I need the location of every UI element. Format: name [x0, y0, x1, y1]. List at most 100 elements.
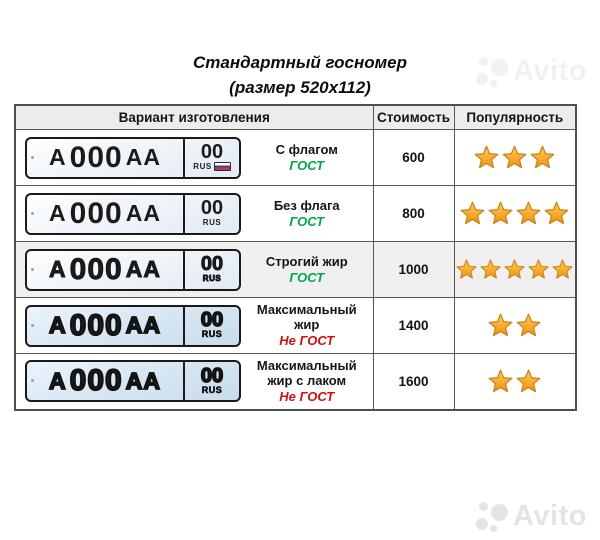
plate-region-section: 00 RUS: [183, 138, 239, 177]
star-icon: [488, 369, 513, 392]
popularity-cell: [453, 185, 577, 242]
variant-cell: А 000 АА 00 RUS С флагом ГОСТ: [14, 129, 374, 186]
russian-flag-icon: [213, 162, 231, 171]
variant-name: Строгий жир: [265, 253, 348, 269]
plate-letters: АА: [125, 312, 161, 338]
plate-region-code: 00: [200, 309, 224, 331]
plate-digits: 000: [69, 140, 123, 174]
plate-region-bottom: RUS: [203, 217, 221, 228]
plate-region-code: 00: [200, 364, 224, 387]
star-icon: [516, 369, 541, 392]
star-icon: [516, 201, 541, 225]
table-row: А 000 АА 00 RUS Без флага ГОСТ 800: [14, 185, 577, 242]
pricing-table: Вариант изготовления Стоимость Популярност…: [14, 104, 577, 411]
plate-digits: 000: [69, 252, 123, 286]
plate-main-section: А 000 АА: [27, 362, 183, 400]
variant-name: Максимальный жир с лаком: [256, 357, 357, 388]
star-rating: [455, 258, 575, 281]
plate-region-bottom: RUS: [201, 384, 223, 396]
variant-row: А 000 АА 00 RUS Максимальный жир с лаком Не ГО…: [16, 357, 372, 405]
title-block: Стандартный госномер (размер 520x112): [0, 50, 600, 100]
standard-badge: Не ГОСТ: [279, 388, 335, 404]
standard-badge: ГОСТ: [289, 157, 325, 173]
variant-row: А 000 АА 00 RUS Без флага ГОСТ: [16, 192, 372, 235]
variant-name: Без флага: [273, 197, 340, 213]
variant-cell: А 000 АА 00 RUS Строгий жир ГОСТ: [14, 241, 374, 298]
plate-letters: АА: [125, 367, 161, 394]
star-rating: [455, 200, 575, 227]
variant-cell: А 000 АА 00 RUS Максимальный жир Не ГОСТ: [14, 297, 374, 354]
price-cell: 1000: [372, 241, 455, 298]
standard-badge: ГОСТ: [289, 269, 325, 285]
variant-label: Строгий жир ГОСТ: [241, 253, 372, 286]
column-header: Вариант изготовления: [14, 104, 374, 130]
variant-row: А 000 АА 00 RUS Максимальный жир Не ГОСТ: [16, 302, 372, 349]
plate-country-code: RUS: [201, 384, 223, 395]
star-icon: [530, 145, 555, 169]
variant-label: С флагом ГОСТ: [241, 142, 372, 174]
plate-country-code: RUS: [202, 218, 222, 227]
plate-country-code: RUS: [193, 162, 212, 171]
avito-watermark-text: Avito: [513, 500, 587, 532]
plate-letters: АА: [125, 200, 161, 226]
table-header-row: Вариант изготовления Стоимость Популярност…: [14, 104, 577, 130]
plate-main-section: А 000 АА: [27, 139, 183, 177]
popularity-cell: [453, 129, 577, 186]
price-cell: 1400: [372, 297, 455, 354]
plate-letter: А: [49, 200, 67, 226]
license-plate: А 000 АА 00 RUS: [25, 248, 241, 291]
plate-letter: А: [48, 367, 67, 394]
plate-digits: 000: [69, 308, 123, 342]
plate-letter: А: [49, 256, 67, 282]
plate-letter: А: [48, 312, 67, 338]
plate-digits: 000: [69, 364, 123, 398]
star-rating: [455, 144, 575, 171]
plate-letter: А: [49, 144, 67, 170]
plate-region-bottom: RUS: [201, 329, 223, 340]
star-icon: [480, 259, 501, 279]
license-plate: А 000 АА 00 RUS: [25, 360, 241, 403]
standard-badge: Не ГОСТ: [279, 333, 335, 348]
page-title: Стандартный госномер: [192, 53, 408, 72]
page-subtitle: (размер 520x112): [229, 78, 371, 97]
plate-country-code: RUS: [202, 274, 222, 284]
plate-region-section: 00 RUS: [183, 194, 239, 233]
star-icon: [474, 145, 499, 169]
plate-region-bottom: RUS: [193, 161, 231, 172]
plate-digits: 000: [69, 196, 123, 230]
star-icon: [460, 201, 485, 225]
star-icon: [528, 259, 549, 279]
column-header: Стоимость: [372, 104, 455, 130]
plate-region-code: 00: [200, 253, 224, 275]
variant-row: А 000 АА 00 RUS Строгий жир ГОСТ: [16, 248, 372, 291]
star-icon: [516, 313, 541, 337]
license-plate: А 000 АА 00 RUS: [25, 136, 241, 179]
plate-main-section: А 000 АА: [27, 251, 183, 289]
popularity-cell: [453, 353, 577, 410]
plate-main-section: А 000 АА: [27, 195, 183, 233]
star-icon: [544, 201, 569, 225]
variant-name: Максимальный жир: [256, 302, 357, 332]
plate-main-section: А 000 АА: [27, 307, 183, 345]
plate-region-code: 00: [200, 141, 224, 163]
table-row: А 000 АА 00 RUS С флагом ГОСТ 600: [14, 129, 577, 186]
plate-country-code: RUS: [201, 329, 223, 339]
variant-label: Без флага ГОСТ: [241, 197, 372, 230]
license-plate: А 000 АА 00 RUS: [25, 192, 241, 235]
avito-logo-icon: [476, 501, 509, 533]
price-cell: 800: [372, 185, 455, 242]
star-icon: [456, 259, 477, 279]
table-row: А 000 АА 00 RUS Максимальный жир Не ГОСТ 1400: [14, 297, 577, 354]
variant-label: Максимальный жир Не ГОСТ: [241, 302, 372, 349]
license-plate: А 000 АА 00 RUS: [25, 304, 241, 347]
star-rating: [455, 368, 575, 395]
plate-region-section: 00 RUS: [183, 362, 239, 401]
price-cell: 600: [372, 129, 455, 186]
popularity-cell: [453, 241, 577, 298]
star-rating: [455, 312, 575, 339]
star-icon: [504, 259, 525, 279]
star-icon: [552, 259, 573, 279]
plate-region-code: 00: [200, 197, 224, 219]
column-header: Популярность: [453, 104, 577, 130]
table-row: А 000 АА 00 RUS Строгий жир ГОСТ 1000: [14, 241, 577, 298]
